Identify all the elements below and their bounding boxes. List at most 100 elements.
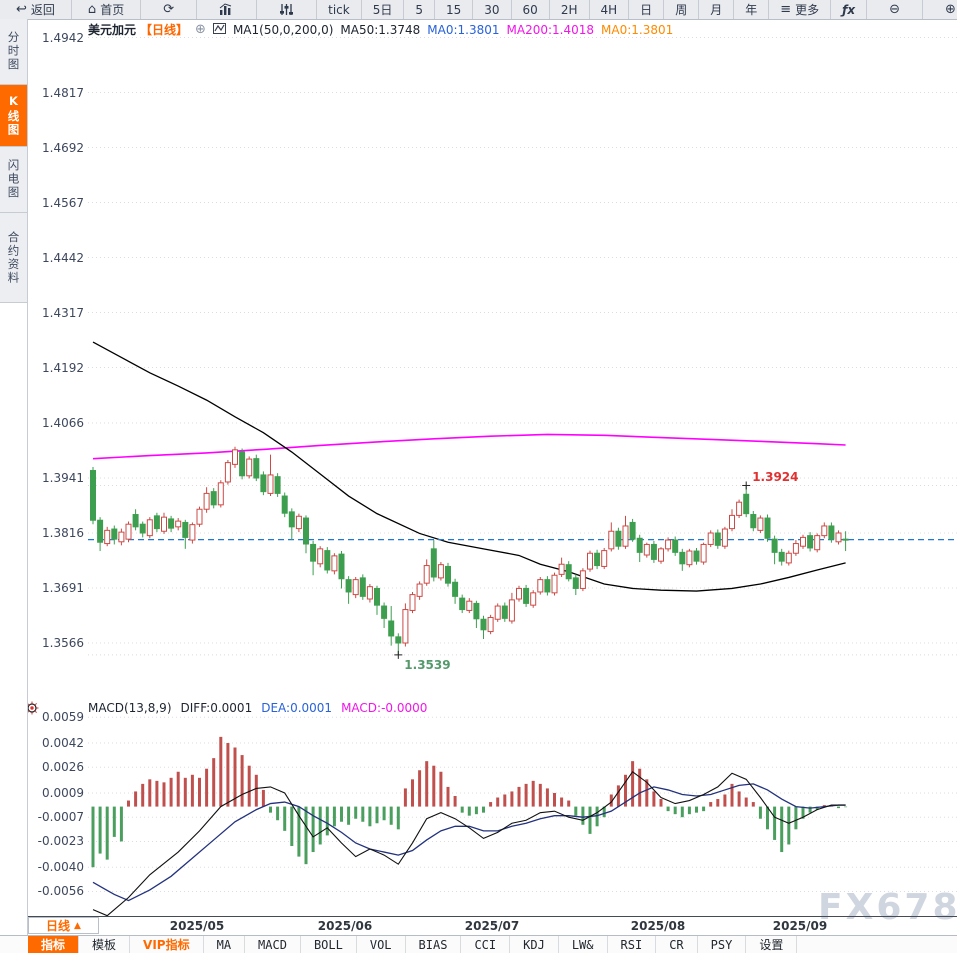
price-axis-label: 1.3816 [42, 526, 84, 540]
sidebar-tab-lightning[interactable]: 闪电图 [0, 147, 27, 213]
period-year-button[interactable]: 年 [734, 0, 770, 19]
price-axis-label: 1.4442 [42, 250, 84, 265]
indicator-boll-button[interactable]: BOLL [301, 936, 357, 953]
period-2h-label: 2H [560, 2, 578, 17]
period-5d-label: 5日 [372, 3, 393, 17]
more-button[interactable]: ≡ 更多 [769, 0, 832, 19]
indicator-panel-icon [280, 4, 294, 15]
period-60m-button[interactable]: 60 [512, 0, 550, 19]
period-4h-button[interactable]: 4H [590, 0, 630, 19]
indicator-psy-button[interactable]: PSY [698, 936, 747, 953]
period-30m-button[interactable]: 30 [473, 0, 512, 19]
chart-box-icon[interactable] [212, 22, 226, 37]
period-year-label: 年 [745, 3, 758, 17]
zoom-in-icon: ⊕ [945, 2, 956, 17]
macd-value: MACD:-0.0000 [341, 700, 428, 715]
sidebar-tab-kline[interactable]: K线图 [0, 85, 27, 147]
sidebar-tab-contract-info[interactable]: 合约资料 [0, 213, 27, 303]
indicator-bias-button[interactable]: BIAS [406, 936, 462, 953]
indicator-lw-button[interactable]: LW& [559, 936, 608, 953]
macd-title: MACD(13,8,9) [88, 700, 172, 715]
zoom-out-button[interactable]: ⊖ [867, 0, 924, 19]
macd-axis-label: -0.0040 [37, 860, 84, 875]
macd-axis-label: -0.0056 [37, 884, 84, 899]
ma200-value: MA200:1.4018 [506, 22, 595, 37]
refresh-button[interactable]: ⟳ [141, 0, 198, 19]
indicator-macd-button[interactable]: MACD [245, 936, 301, 953]
back-button[interactable]: ↩ 返回 [0, 0, 72, 19]
sidebar-tab-timeshare[interactable]: 分时图 [0, 19, 27, 85]
indicator-rsi-button[interactable]: RSI [608, 936, 657, 953]
period-week-label: 周 [675, 3, 688, 17]
macd-axis-label: -0.0023 [37, 834, 84, 849]
period-5m-label: 5 [415, 2, 423, 17]
period-15m-button[interactable]: 15 [435, 0, 474, 19]
price-axis-label: 1.4192 [42, 360, 84, 375]
high-price-annotation: 1.3924 [752, 470, 799, 485]
period-5m-button[interactable]: 5 [404, 0, 435, 19]
chart-bottom-axis-line [28, 916, 957, 917]
indicator-vol-button[interactable]: VOL [357, 936, 406, 953]
period-15m-label: 15 [445, 2, 462, 17]
back-label: 返回 [30, 3, 55, 17]
indicators-button[interactable]: 指标 [28, 936, 80, 953]
indicator-cci-button[interactable]: CCI [461, 936, 511, 953]
macd-pane-header: MACD(13,8,9) DIFF:0.0001 DEA:0.0001 MACD… [88, 700, 427, 715]
period-selector-label: 日线 [46, 919, 71, 933]
period-selector-arrow-icon: ▲ [74, 920, 81, 931]
macd-axis-label: -0.0007 [37, 810, 84, 825]
ma-settings-label: MA1(50,0,200,0) [232, 22, 334, 37]
templates-button[interactable]: 模板 [79, 936, 131, 953]
indicator-cr-button[interactable]: CR [656, 936, 698, 953]
period-5d-button[interactable]: 5日 [362, 0, 405, 19]
date-axis-label: 2025/06 [317, 919, 373, 933]
period-month-button[interactable]: 月 [699, 0, 735, 19]
period-day-label: 日 [640, 3, 653, 17]
symbol-name: 美元加元 [88, 23, 137, 37]
indicator-sun-icon[interactable] [25, 700, 39, 719]
home-icon: ⌂ [87, 2, 97, 17]
back-icon: ↩ [16, 2, 27, 17]
period-4h-label: 4H [600, 2, 618, 17]
ma0-orange-value: MA0:1.3801 [601, 22, 674, 37]
price-axis-label: 1.4066 [42, 416, 84, 430]
zoom-in-button[interactable]: ⊕ [923, 0, 957, 19]
macd-axis-label: 0.0042 [42, 735, 84, 750]
indicator-ma-button[interactable]: MA [204, 936, 246, 953]
formula-label: ƒx [842, 2, 856, 17]
indicator-kdj-button[interactable]: KDJ [510, 936, 559, 953]
period-day-button[interactable]: 日 [629, 0, 665, 19]
period-label: 【日线】 [140, 23, 189, 37]
price-axis-label: 1.4692 [42, 140, 84, 155]
price-axis-label: 1.4817 [42, 85, 84, 100]
refresh-icon: ⟳ [163, 2, 175, 17]
formula-button[interactable]: ƒx [831, 0, 868, 19]
date-axis-label: 2025/09 [772, 919, 828, 933]
add-indicator-icon[interactable]: ⊕ [195, 22, 206, 37]
period-60m-label: 60 [522, 2, 538, 17]
price-axis-label: 1.3941 [42, 471, 84, 485]
vip-indicators-button[interactable]: VIP指标 [130, 936, 204, 953]
macd-axis-label: 0.0059 [42, 710, 84, 725]
macd-dea-value: DEA:0.0001 [261, 700, 333, 715]
home-button[interactable]: ⌂ 首页 [72, 0, 142, 19]
price-axis-label: 1.3566 [42, 636, 84, 650]
price-axis-label: 1.3691 [42, 581, 84, 595]
period-2h-button[interactable]: 2H [550, 0, 590, 19]
indicator-panel-button[interactable] [257, 0, 318, 19]
indicator-settings-button[interactable]: 设置 [746, 936, 798, 953]
period-month-label: 月 [710, 3, 723, 17]
kline-chart-button[interactable] [197, 0, 258, 19]
period-tick-label: tick [328, 2, 350, 17]
kline-chart-icon [219, 3, 232, 15]
price-axis-label: 1.4942 [42, 30, 84, 45]
period-week-button[interactable]: 周 [664, 0, 700, 19]
more-label: 更多 [795, 3, 820, 17]
period-tick-button[interactable]: tick [317, 0, 362, 19]
zoom-out-icon: ⊖ [889, 2, 901, 17]
period-selector-button[interactable]: 日线 ▲ [28, 917, 99, 934]
low-price-annotation: 1.3539 [404, 657, 451, 672]
